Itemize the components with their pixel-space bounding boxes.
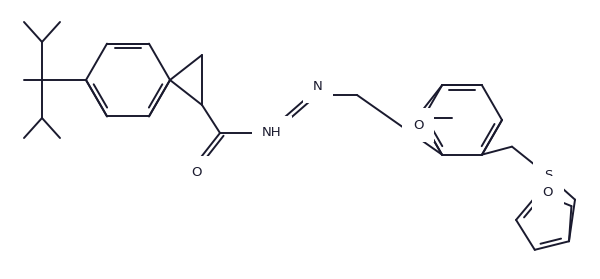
Text: O: O xyxy=(191,167,201,179)
Text: O: O xyxy=(543,186,553,199)
Text: S: S xyxy=(544,169,552,182)
Text: N: N xyxy=(313,80,323,93)
Text: NH: NH xyxy=(262,126,282,140)
Text: O: O xyxy=(413,119,423,132)
